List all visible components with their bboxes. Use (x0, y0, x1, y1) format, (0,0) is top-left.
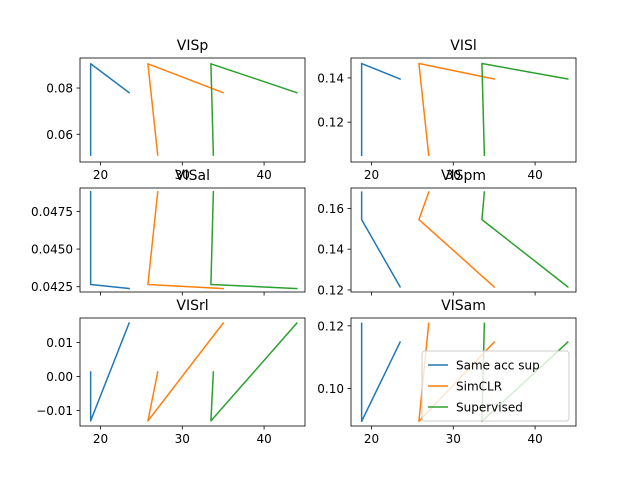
panels: 20 30 40 0.06 0.08 VISp 20 30 40 0.12 0.14 VISl 0.04… (31, 38, 577, 446)
axes-frame (79, 57, 306, 163)
y-tick-label: 0.12 (317, 116, 344, 130)
series-line-same-acc-sup (360, 191, 402, 288)
panel-title: VISp (177, 38, 209, 54)
plot-area (80, 188, 305, 292)
axes-frame (79, 317, 306, 427)
axes-frame (79, 187, 306, 293)
panel-title: VISpm (441, 168, 486, 184)
series-line-supervised (481, 191, 569, 288)
plot-area (351, 58, 576, 162)
series-line-same-acc-sup (89, 63, 131, 156)
series-line-simclr (418, 62, 496, 157)
y-tick-label: 0.08 (46, 82, 73, 96)
x-tick-label: 30 (175, 168, 190, 182)
axes-frame (350, 57, 577, 163)
y-tick-label: 0.0425 (31, 280, 73, 294)
legend-label-same-acc-sup: Same acc sup (456, 359, 540, 373)
panel-VISl: 20 30 40 0.12 0.14 VISl (317, 38, 577, 182)
x-tick-label: 20 (93, 168, 108, 182)
y-tick-label: −0.01 (36, 404, 73, 418)
x-tick-label: 20 (364, 432, 379, 446)
y-tick-label: 0.14 (317, 243, 344, 257)
series-line-same-acc-sup (360, 62, 402, 157)
y-tick-label: 0.0475 (31, 205, 73, 219)
plot-area (80, 318, 305, 426)
series-line-supervised (481, 62, 569, 157)
x-tick-label: 40 (527, 432, 542, 446)
series-line-same-acc-sup (360, 322, 402, 423)
panel-title: VISl (450, 38, 476, 54)
y-tick-label: 0.10 (317, 382, 344, 396)
panel-VISrl: 20 30 40 −0.01 0.00 0.01 VISrl (36, 298, 306, 446)
plot-area (80, 58, 305, 162)
y-tick-label: 0.12 (317, 283, 344, 297)
panel-title: VISal (175, 168, 210, 184)
series-line-supervised (210, 63, 298, 156)
y-tick-label: 0.0450 (31, 243, 73, 257)
y-tick-label: 0.06 (46, 128, 73, 142)
legend-box (421, 350, 570, 422)
y-tick-label: 0.12 (317, 319, 344, 333)
x-tick-label: 30 (446, 168, 461, 182)
x-tick-label: 20 (93, 432, 108, 446)
panel-VISpm: 0.12 0.14 0.16 VISpm (317, 168, 577, 297)
y-tick-label: 0.14 (317, 71, 344, 85)
panel-VISp: 20 30 40 0.06 0.08 VISp (46, 38, 306, 182)
axes-frame (350, 317, 577, 427)
x-tick-label: 40 (527, 168, 542, 182)
y-tick-label: 0.00 (46, 370, 73, 384)
x-tick-label: 20 (364, 168, 379, 182)
series-line-same-acc-sup (89, 322, 131, 422)
legend-label-supervised: Supervised (456, 401, 523, 415)
panel-title: VISam (441, 298, 486, 314)
series-line-simclr (147, 190, 224, 290)
legend: Same acc sup SimCLR Supervised (421, 350, 570, 422)
series-line-same-acc-sup (89, 191, 130, 290)
axes-frame (350, 187, 577, 293)
series-line-supervised (210, 191, 298, 290)
series-line-simclr (147, 322, 225, 422)
series-line-supervised (210, 322, 298, 422)
panel-title: VISrl (176, 298, 208, 314)
x-tick-label: 30 (175, 432, 190, 446)
x-tick-label: 40 (256, 168, 271, 182)
y-tick-label: 0.01 (46, 336, 73, 350)
series-line-simclr (418, 191, 496, 288)
y-tick-label: 0.16 (317, 202, 344, 216)
plot-area (351, 188, 576, 292)
legend-label-simclr: SimCLR (456, 380, 502, 394)
panel-VISal: 0.0425 0.0450 0.0475 VISal (31, 168, 306, 296)
series-line-simclr (147, 63, 225, 156)
x-tick-label: 30 (446, 432, 461, 446)
x-tick-label: 40 (256, 432, 271, 446)
